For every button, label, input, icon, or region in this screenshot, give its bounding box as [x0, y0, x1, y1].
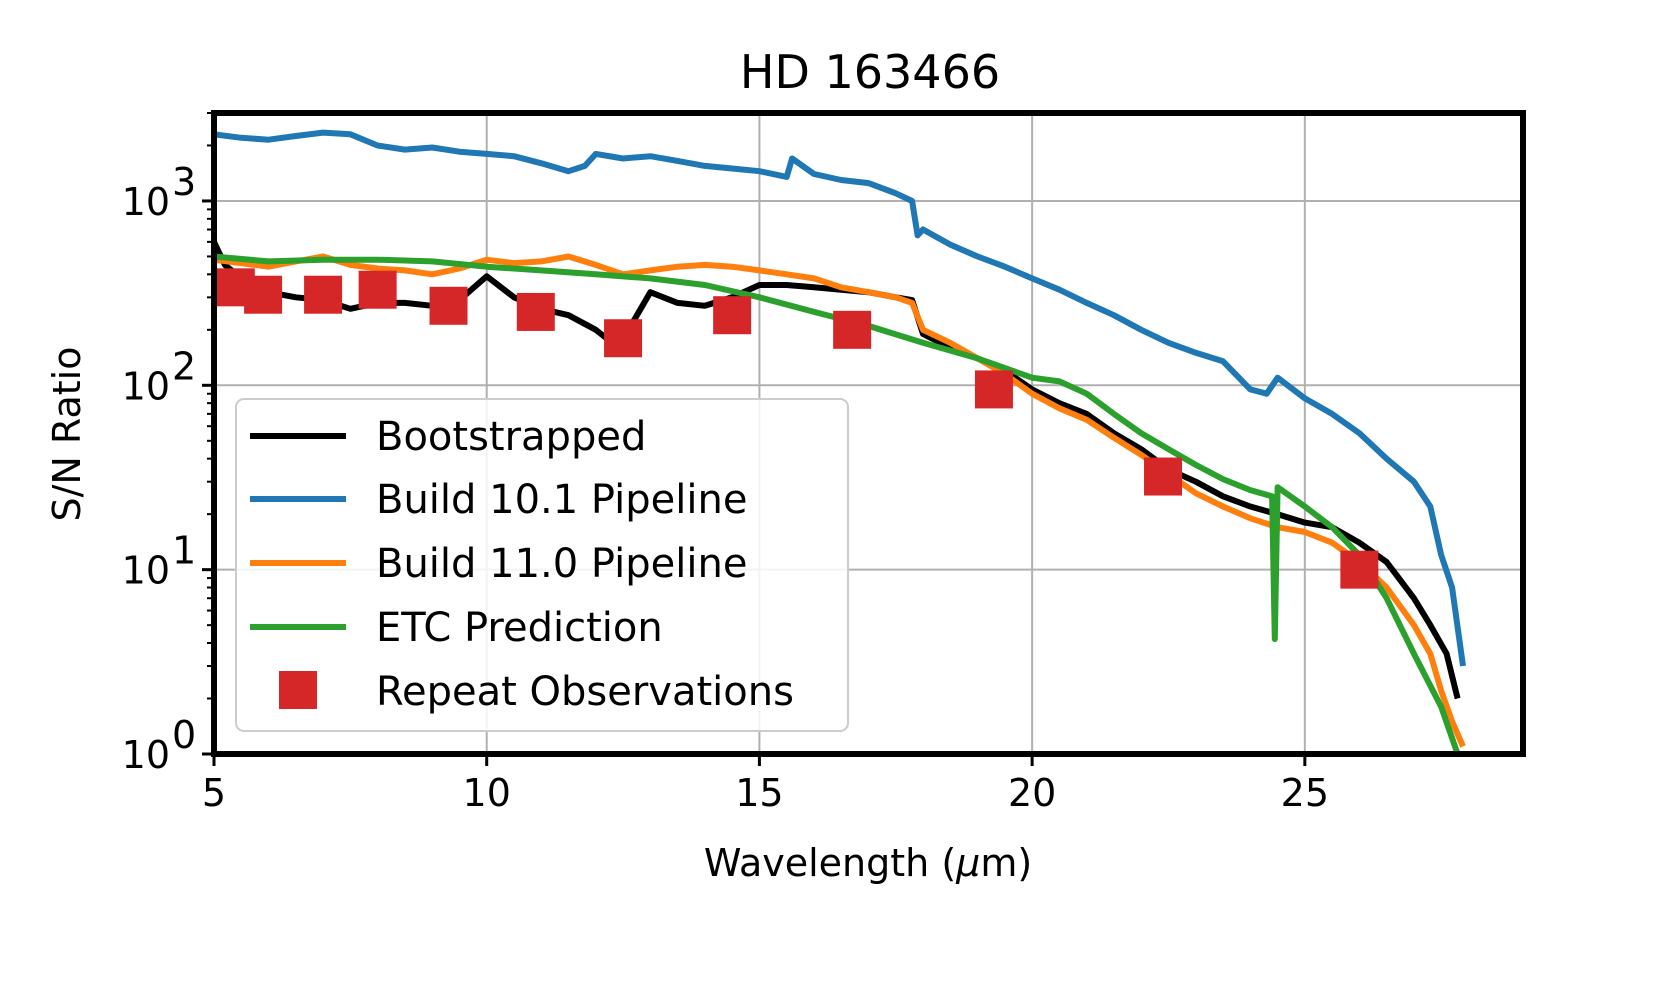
legend: Bootstrapped Build 10.1 Pipeline Build 1… — [235, 398, 849, 732]
repeat-observation-marker-7 — [713, 296, 752, 335]
x-axis-label: Wavelength (μm) — [704, 841, 1032, 885]
repeat-observation-marker-11 — [1340, 550, 1379, 589]
series-line-build110 — [214, 253, 1466, 748]
chart-title: HD 163466 — [740, 45, 1000, 99]
y-tick-exponent-2: 2 — [172, 344, 196, 388]
series-line-build101 — [214, 129, 1466, 667]
repeat-observation-marker-1 — [244, 275, 283, 314]
y-tick-exponent-1: 1 — [172, 529, 196, 573]
y-axis-label: S/N Ratio — [45, 347, 89, 522]
x-axis-label-suffix: m) — [980, 841, 1032, 885]
x-tick-label-0: 5 — [202, 771, 226, 815]
plot-frame — [211, 110, 1526, 757]
x-tick-label-3: 20 — [1008, 771, 1056, 815]
legend-label-bootstrapped: Bootstrapped — [376, 414, 646, 460]
repeat-observation-marker-9 — [974, 370, 1013, 409]
y-tick-label-1: 10 — [122, 549, 170, 593]
repeat-observation-marker-8 — [833, 310, 872, 349]
y-tick-label-0: 10 — [122, 733, 170, 777]
repeat-observation-marker-5 — [516, 292, 555, 331]
legend-label-etc-prediction: ETC Prediction — [376, 605, 663, 651]
series-line-etc — [214, 253, 1461, 754]
legend-label-build-11-0: Build 11.0 Pipeline — [376, 541, 747, 587]
repeat-observation-marker-6 — [604, 319, 643, 358]
repeat-observation-marker-4 — [429, 286, 468, 325]
x-tick-label-2: 15 — [735, 771, 783, 815]
legend-label-repeat-observations: Repeat Observations — [376, 669, 794, 715]
y-tick-label-3: 10 — [122, 180, 170, 224]
series-lines — [214, 129, 1466, 754]
x-axis-label-mu: μ — [955, 841, 980, 885]
x-tick-label-4: 25 — [1281, 771, 1329, 815]
legend-box — [235, 398, 849, 732]
x-tick-label-1: 10 — [463, 771, 511, 815]
y-tick-exponent-0: 0 — [172, 713, 196, 757]
legend-swatch-repeat-observations — [279, 671, 317, 709]
legend-label-build-10-1: Build 10.1 Pipeline — [376, 477, 747, 523]
x-axis-label-prefix: Wavelength ( — [704, 841, 956, 885]
repeat-observation-marker-3 — [358, 270, 397, 309]
repeat-observation-markers — [216, 268, 1379, 589]
repeat-observation-marker-10 — [1144, 457, 1183, 496]
repeat-observation-marker-2 — [304, 275, 343, 314]
y-tick-label-2: 10 — [122, 364, 170, 408]
y-tick-exponent-3: 3 — [172, 160, 196, 204]
